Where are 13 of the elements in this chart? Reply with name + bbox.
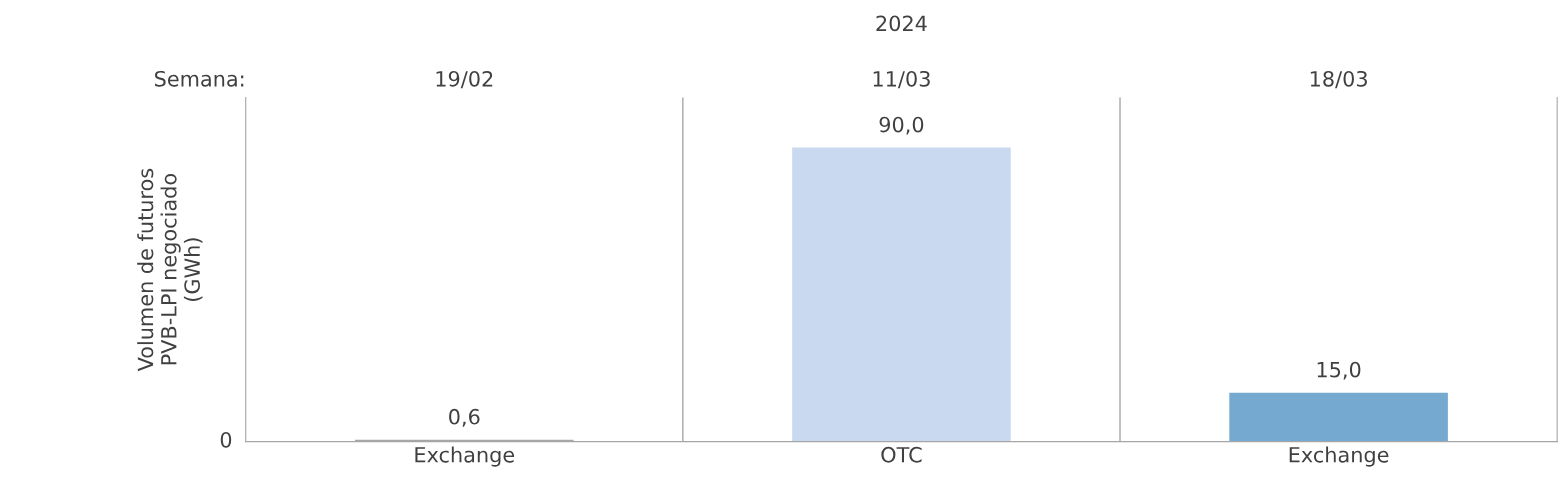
text: 19/02 — [436, 70, 493, 89]
data-label: 15,0 — [1317, 361, 1361, 380]
text: 11/03 — [873, 70, 930, 89]
data-label: 0,6 — [449, 408, 480, 427]
y-axis-title: Volumen de futuros PVB-LPI negociado (GWh) — [137, 168, 203, 372]
text: 18/03 — [1310, 70, 1367, 89]
text: Semana: — [154, 70, 244, 87]
chart-title: 2024 — [876, 15, 927, 32]
x-tick-label: OTC — [881, 446, 922, 463]
x-tick-label: Exchange — [415, 446, 515, 467]
text: 0 — [220, 431, 232, 448]
x-tick-label: Exchange — [1289, 446, 1389, 467]
data-label: 90,0 — [879, 116, 924, 135]
